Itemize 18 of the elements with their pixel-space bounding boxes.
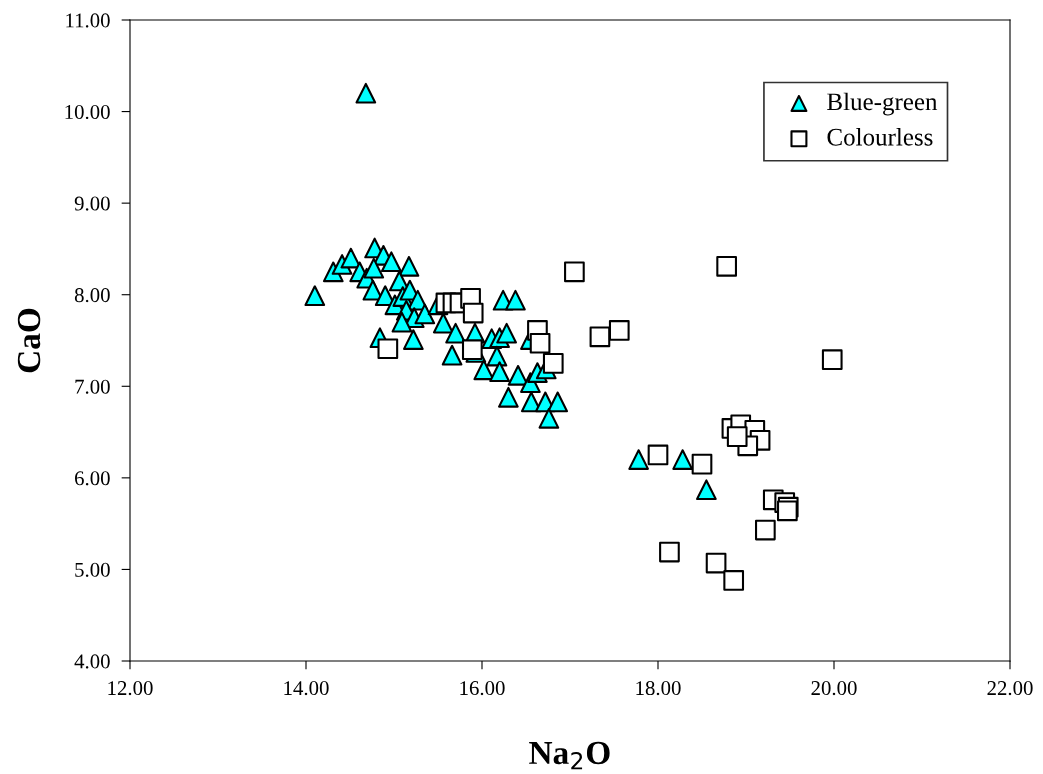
x-tick-label: 20.00 xyxy=(811,681,857,696)
y-axis-title: CaO xyxy=(17,308,41,373)
y-tick-label: 8.00 xyxy=(74,288,110,303)
x-axis-title: Na$_{2}$O xyxy=(529,741,610,770)
x-tick-label: 22.00 xyxy=(987,681,1033,696)
y-tick-label: 7.00 xyxy=(75,379,110,394)
y-tick-label: 6.00 xyxy=(74,471,110,486)
y-tick-label: 4.00 xyxy=(74,654,110,669)
legend-label: Blue-green xyxy=(827,92,938,116)
x-tick-label: 14.00 xyxy=(284,681,329,696)
y-tick-label: 11.00 xyxy=(66,13,110,28)
legend-label: Colourless xyxy=(827,128,933,146)
y-tick-label: 5.00 xyxy=(75,562,110,577)
y-tick-label: 9.00 xyxy=(74,196,110,211)
y-tick-label: 10.00 xyxy=(65,104,110,120)
x-tick-label: 16.00 xyxy=(460,681,505,696)
x-tick-label: 18.00 xyxy=(636,681,681,696)
x-tick-label: 12.00 xyxy=(108,681,153,696)
